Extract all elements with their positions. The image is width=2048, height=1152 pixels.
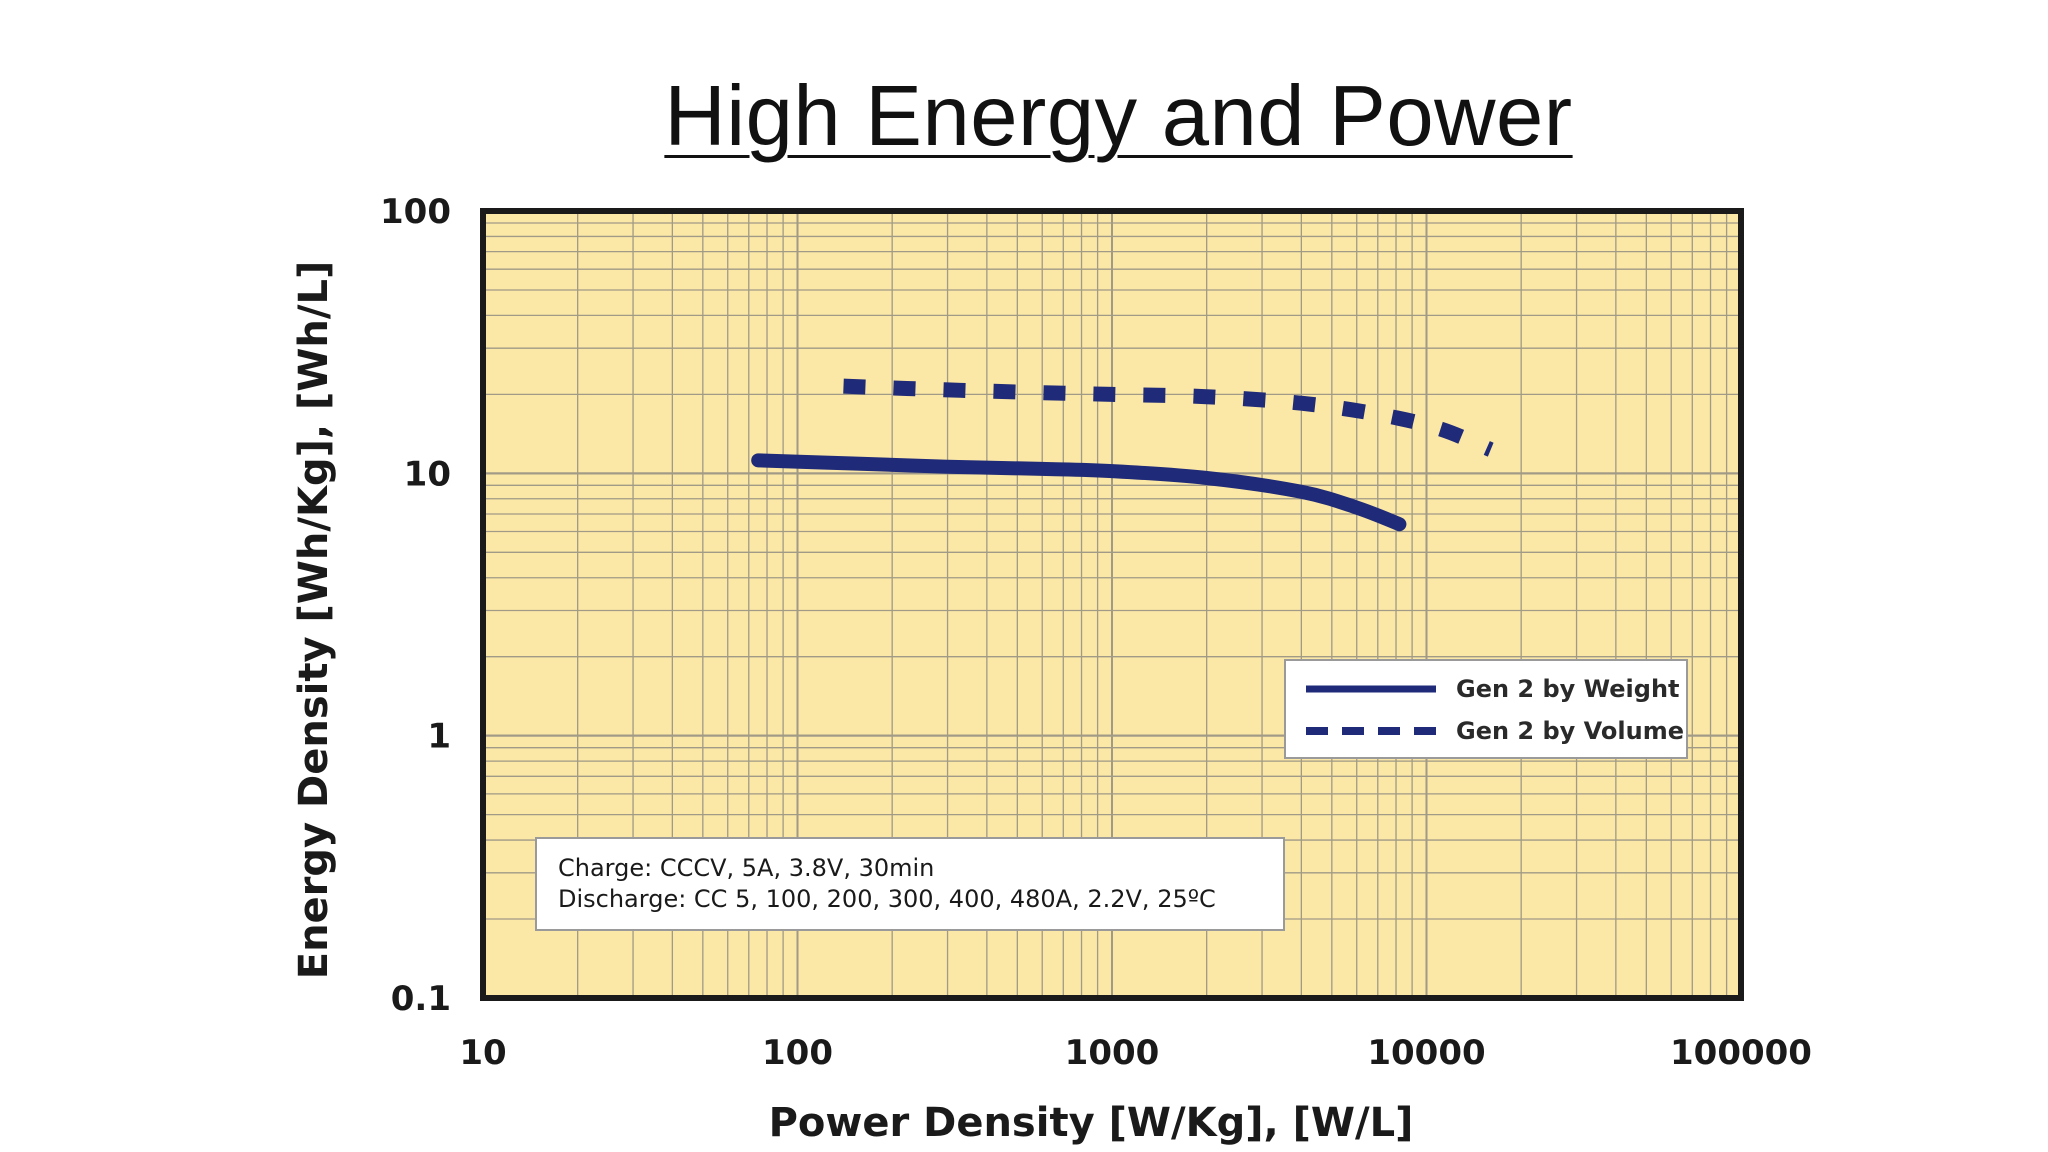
series-line-weight xyxy=(751,453,1407,532)
slide-title: High Energy and Power xyxy=(664,69,1573,164)
x-axis-title: Power Density [W/Kg], [W/L] xyxy=(769,1100,1414,1146)
legend-label-weight: Gen 2 by Weight xyxy=(1456,675,1680,703)
y-tick-label: 0.1 xyxy=(391,979,451,1019)
y-tick-label: 1 xyxy=(427,717,451,757)
legend-label-volume: Gen 2 by Volume xyxy=(1456,717,1684,745)
test-conditions-note: Charge: CCCV, 5A, 3.8V, 30min Discharge:… xyxy=(535,837,1285,931)
note-discharge-line: Discharge: CC 5, 100, 200, 300, 400, 480… xyxy=(558,885,1216,913)
y-tick-label: 10 xyxy=(404,454,451,494)
series-lines xyxy=(751,378,1494,532)
legend-box xyxy=(1284,659,1688,759)
y-tick-label: 100 xyxy=(380,192,451,232)
x-tick-labels: 10 100 1000 10000 100000 xyxy=(459,1033,1812,1073)
x-tick-label: 100 xyxy=(762,1033,833,1073)
plot-frame xyxy=(480,208,1744,1001)
note-charge-line: Charge: CCCV, 5A, 3.8V, 30min xyxy=(558,854,934,882)
x-tick-label: 10000 xyxy=(1367,1033,1485,1073)
y-tick-labels: 0.1 1 10 100 xyxy=(380,192,451,1019)
series-line-volume xyxy=(843,378,1494,457)
y-axis-title: Energy Density [Wh/Kg], [Wh/L] xyxy=(291,261,337,980)
x-tick-label: 10 xyxy=(459,1033,506,1073)
legend: Gen 2 by Weight Gen 2 by Volume xyxy=(1284,659,1688,759)
x-tick-label: 1000 xyxy=(1065,1033,1160,1073)
note-box xyxy=(535,837,1285,931)
x-tick-label: 100000 xyxy=(1670,1033,1812,1073)
